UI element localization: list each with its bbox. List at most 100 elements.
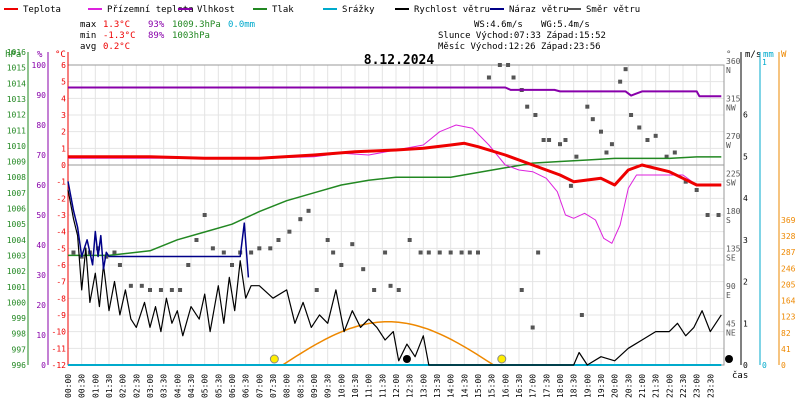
wind-direction-point [672,150,677,155]
wind-direction-point [579,313,584,317]
wind-direction-point [459,250,464,255]
wind-direction-point [448,250,453,255]
hpa-tick: 1004 [7,236,26,245]
time-tick: 17:30 [542,374,551,398]
legend: Teplota Přízemní teplota Vlhkost Tlak Srážky… [4,5,640,15]
time-tick: 02:30 [132,374,141,398]
wind-direction-point [525,104,530,109]
temp-tick: -1 [56,178,66,187]
wind-direction-point [536,250,541,255]
wind-direction-point [186,263,191,267]
wind-direction-point [257,246,262,251]
temp-tick: -4 [56,228,66,237]
info-wg: WG:5.4m/s [541,20,590,30]
info-sun: Slunce Východ:07:33 Západ:15:52 [438,31,606,41]
legend-label: Přízemní teplota [107,5,194,15]
wind-direction-point [563,138,568,142]
time-tick: 13:00 [419,374,428,398]
pct-tick: 60 [36,181,46,190]
time-tick: 05:00 [201,374,210,398]
wm2-tick: 328 [781,232,796,241]
wind-direction-point [599,129,603,134]
unit-temp: °C [55,50,66,60]
stat-max-temp: 1.3°C [103,20,130,30]
temp-tick: 2 [61,128,66,137]
wind-direction-point [645,138,650,142]
chart-title: 8.12.2024 [364,53,435,68]
wind-direction-point [558,142,562,147]
unit-mm: mm [763,50,774,60]
time-tick: 08:30 [296,374,305,398]
wind-direction-point [683,179,688,184]
wind-direction-point [574,154,579,159]
wind-direction-point [396,288,401,292]
temp-tick: -6 [56,261,66,270]
pct-tick: 30 [36,271,46,280]
temp-tick: 4 [61,94,66,103]
wind-direction-point [331,250,336,255]
temp-tick: -9 [56,311,66,320]
wind-gust-line [67,181,250,278]
wind-direction-point [139,283,144,288]
info-ws: WS:4.6m/s [474,20,523,30]
time-tick: 01:00 [91,374,100,398]
mm-tick: 1 [762,58,767,67]
wind-direction-point [418,250,423,255]
hpa-tick: 1010 [7,142,26,151]
time-tick: 19:30 [597,374,606,398]
time-tick: 18:30 [570,374,579,398]
time-tick: 04:30 [187,374,196,398]
legend-label: Směr větru [586,5,640,15]
legend-label: Náraz větru [509,5,569,15]
wind-direction-point [230,263,234,267]
hpa-tick: 1015 [7,64,26,73]
wind-direction-point [314,288,319,292]
hpa-tick: 997 [12,345,27,354]
deg-tick-dir: N [726,66,731,75]
wind-direction-point [653,133,658,138]
time-tick: 17:00 [529,374,538,398]
pct-tick: 10 [36,331,46,340]
time-tick: 15:30 [488,374,497,398]
time-tick: 22:00 [665,374,674,398]
wm2-tick: 82 [781,329,791,338]
wind-direction-point [339,263,344,267]
time-tick: 10:30 [351,374,360,398]
time-tick: 00:00 [64,374,73,398]
time-tick: 23:30 [706,374,715,398]
time-tick: 10:00 [337,374,346,398]
unit-pct: % [37,50,43,60]
wind-direction-point [249,250,254,255]
ground-temp-line [68,124,722,244]
wind-direction-point [623,67,628,72]
pct-tick: 70 [36,151,46,160]
stat-min-hum: 89% [148,31,165,41]
time-tick: 02:00 [119,374,128,398]
stat-min-label: min [80,31,96,41]
time-tick: 11:30 [378,374,387,398]
legend-label: Srážky [342,5,375,15]
time-tick: 16:00 [501,374,510,398]
wm2-tick: 246 [781,264,796,273]
unit-time: čas [732,370,748,381]
time-tick: 06:30 [242,374,251,398]
hpa-tick: 1014 [7,79,26,88]
wm2-tick: 205 [781,280,796,289]
wind-direction-point [117,263,122,267]
legend-label: Tlak [272,5,294,15]
mm-tick: 0 [762,361,767,370]
wind-direction-point [618,79,623,84]
wind-direction-point [519,288,524,292]
sun-marker-icon [269,354,279,364]
wind-direction-point [194,238,199,242]
time-tick: 21:30 [652,374,661,398]
deg-tick-dir: SE [726,254,736,263]
time-tick: 12:00 [392,374,401,398]
time-tick: 15:00 [474,374,483,398]
temperature-line [68,141,722,187]
ms-tick: 4 [743,194,748,203]
wind-direction-point [585,104,590,109]
wind-direction-point [221,250,226,255]
wind-direction-point [276,238,281,242]
stat-min-temp: -1.3°C [103,31,136,41]
